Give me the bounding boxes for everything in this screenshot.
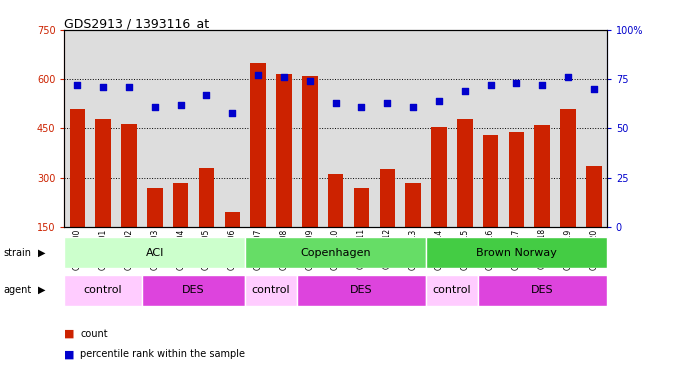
Point — [304, 78, 315, 84]
Text: percentile rank within the sample: percentile rank within the sample — [80, 350, 245, 359]
Bar — [297, 275, 426, 306]
Text: control: control — [433, 285, 471, 295]
Point — [356, 104, 367, 110]
Point — [175, 102, 186, 108]
Point — [253, 72, 264, 78]
Bar — [224, 212, 240, 227]
Point — [227, 110, 238, 116]
Text: DES: DES — [531, 285, 553, 295]
Point — [433, 98, 444, 104]
Point — [382, 100, 393, 106]
Bar — [64, 275, 142, 306]
Bar — [431, 127, 447, 227]
Point — [407, 104, 418, 110]
Text: ▶: ▶ — [38, 285, 45, 295]
Point — [459, 88, 470, 94]
Point — [537, 82, 548, 88]
Bar — [276, 74, 292, 227]
Bar — [64, 237, 245, 268]
Point — [511, 80, 522, 86]
Bar — [245, 275, 297, 306]
Bar — [302, 76, 317, 227]
Bar — [173, 183, 188, 227]
Point — [485, 82, 496, 88]
Point — [201, 92, 212, 98]
Text: ■: ■ — [64, 329, 75, 339]
Text: control: control — [252, 285, 290, 295]
Point — [98, 84, 108, 90]
Bar — [245, 237, 426, 268]
Point — [149, 104, 160, 110]
Bar — [70, 109, 85, 227]
Bar — [560, 109, 576, 227]
Bar — [147, 188, 163, 227]
Bar — [426, 275, 478, 306]
Text: Brown Norway: Brown Norway — [476, 248, 557, 258]
Bar — [199, 168, 214, 227]
Point — [123, 84, 134, 90]
Bar — [483, 135, 498, 227]
Bar — [380, 170, 395, 227]
Bar — [328, 174, 343, 227]
Text: Copenhagen: Copenhagen — [300, 248, 371, 258]
Bar — [405, 183, 421, 227]
Bar — [586, 166, 601, 227]
Text: GDS2913 / 1393116_at: GDS2913 / 1393116_at — [64, 17, 210, 30]
Bar — [121, 123, 137, 227]
Point — [279, 74, 290, 80]
Text: ▶: ▶ — [38, 248, 45, 258]
Text: ACI: ACI — [146, 248, 164, 258]
Bar — [534, 125, 550, 227]
Bar — [478, 275, 607, 306]
Text: DES: DES — [350, 285, 373, 295]
Point — [72, 82, 83, 88]
Point — [563, 74, 574, 80]
Point — [330, 100, 341, 106]
Bar — [354, 188, 370, 227]
Bar — [96, 118, 111, 227]
Text: count: count — [80, 329, 108, 339]
Bar — [426, 237, 607, 268]
Text: strain: strain — [3, 248, 31, 258]
Text: agent: agent — [3, 285, 32, 295]
Text: control: control — [84, 285, 123, 295]
Text: ■: ■ — [64, 350, 75, 359]
Text: DES: DES — [182, 285, 205, 295]
Bar — [250, 63, 266, 227]
Bar — [508, 132, 524, 227]
Bar — [457, 118, 473, 227]
Bar — [142, 275, 245, 306]
Point — [589, 86, 599, 92]
